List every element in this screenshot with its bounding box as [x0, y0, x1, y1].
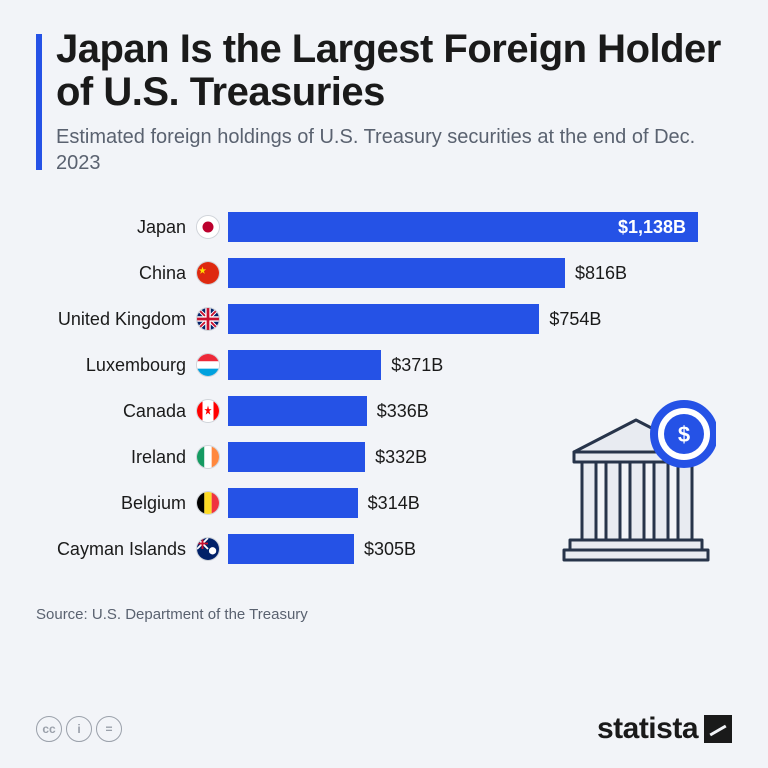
flag-icon	[196, 307, 220, 331]
brand-text: statista	[597, 712, 698, 746]
bar: $1,138B	[228, 212, 698, 242]
bar	[228, 304, 539, 334]
bar-value: $336B	[367, 401, 429, 422]
country-label: Japan	[46, 217, 196, 238]
bar	[228, 396, 367, 426]
brand-logo: statista	[597, 712, 732, 746]
bar-value: $314B	[358, 493, 420, 514]
country-label: Cayman Islands	[46, 539, 196, 560]
cc-icon: cc	[36, 716, 62, 742]
country-label: China	[46, 263, 196, 284]
country-label: Ireland	[46, 447, 196, 468]
bar-wrap: $1,138B	[228, 212, 732, 242]
flag-icon	[196, 215, 220, 239]
subtitle: Estimated foreign holdings of U.S. Treas…	[56, 124, 732, 176]
bar-wrap: $371B	[228, 350, 732, 380]
country-label: Canada	[46, 401, 196, 422]
brand-mark-icon	[704, 715, 732, 743]
bar-wrap: $754B	[228, 304, 732, 334]
country-label: Belgium	[46, 493, 196, 514]
bar-value: $1,138B	[618, 217, 698, 238]
bar-value: $754B	[539, 309, 601, 330]
bar	[228, 350, 381, 380]
title-text-wrap: Japan Is the Largest Foreign Holder of U…	[56, 28, 732, 176]
country-label: Luxembourg	[46, 355, 196, 376]
bar	[228, 534, 354, 564]
flag-icon	[196, 491, 220, 515]
svg-text:$: $	[678, 422, 690, 447]
chart-row: Japan $1,138B	[46, 204, 732, 250]
treasury-illustration: $	[556, 400, 716, 570]
chart-row: United Kingdom $754B	[46, 296, 732, 342]
cc-by-icon: i	[66, 716, 92, 742]
chart-row: China $816B	[46, 250, 732, 296]
bar-value: $305B	[354, 539, 416, 560]
country-label: United Kingdom	[46, 309, 196, 330]
flag-icon	[196, 261, 220, 285]
flag-icon	[196, 399, 220, 423]
bar	[228, 488, 358, 518]
bar-value: $371B	[381, 355, 443, 376]
cc-nd-icon: =	[96, 716, 122, 742]
bar-value: $816B	[565, 263, 627, 284]
flag-icon	[196, 537, 220, 561]
accent-bar	[36, 34, 42, 170]
bar	[228, 442, 365, 472]
source-text: Source: U.S. Department of the Treasury	[36, 606, 732, 623]
chart-row: Luxembourg $371B	[46, 342, 732, 388]
title-block: Japan Is the Largest Foreign Holder of U…	[36, 28, 732, 176]
bar-wrap: $816B	[228, 258, 732, 288]
flag-icon	[196, 445, 220, 469]
license-icons: cc i =	[36, 716, 122, 742]
footer: cc i = statista	[36, 712, 732, 746]
bar	[228, 258, 565, 288]
page-title: Japan Is the Largest Foreign Holder of U…	[56, 28, 732, 114]
flag-icon	[196, 353, 220, 377]
bar-value: $332B	[365, 447, 427, 468]
